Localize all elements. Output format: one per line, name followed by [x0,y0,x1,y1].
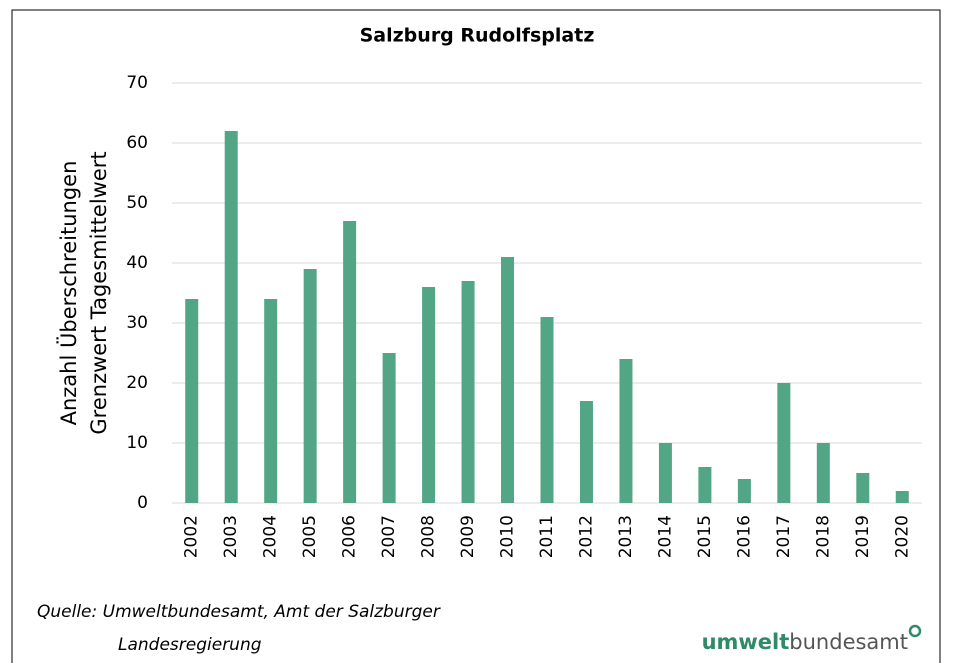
y-tick-label: 40 [126,253,148,273]
chart-border [11,9,941,663]
x-tick-label: 2005 [300,515,320,558]
x-tick-label: 2020 [892,515,912,558]
bar [303,269,317,503]
x-tick-label: 2010 [498,515,518,558]
bar [461,281,475,503]
x-tick-label: 2018 [813,515,833,558]
x-tick-label: 2019 [853,515,873,558]
bar [698,467,712,503]
y-axis-label: Anzahl Überschreitungen [56,161,81,426]
bar [382,353,396,503]
y-axis-label: Grenzwert Tagesmittelwert [87,151,111,434]
x-tick-label: 2002 [182,515,202,558]
y-tick-label: 20 [126,373,148,393]
x-tick-label: 2007 [379,515,399,558]
y-tick-label: 60 [126,133,148,153]
bar [895,491,909,503]
bar [185,299,199,503]
x-tick-label: 2011 [537,515,557,558]
x-tick-label: 2012 [576,515,596,558]
x-tick-label: 2013 [616,515,636,558]
logo-bold: umwelt [702,630,790,654]
bar [501,257,515,503]
x-tick-label: 2006 [340,515,360,558]
x-tick-label: 2009 [458,515,478,558]
bar [540,317,554,503]
x-tick-label: 2008 [419,515,439,558]
x-tick-label: 2014 [655,515,675,558]
bar [224,131,238,503]
y-tick-label: 0 [137,493,148,513]
bar [579,401,593,503]
chart-title: Salzburg Rudolfsplatz [360,25,595,47]
bar [777,383,791,503]
bar [264,299,278,503]
x-tick-label: 2016 [734,515,754,558]
bar [737,479,751,503]
x-tick-label: 2015 [695,515,715,558]
x-tick-label: 2004 [261,515,281,558]
y-tick-label: 50 [126,193,148,213]
logo-icon [908,624,922,638]
y-tick-label: 70 [126,73,148,93]
bar [816,443,830,503]
logo: umweltbundesamt [702,630,908,654]
logo-regular: bundesamt [789,630,908,654]
y-tick-label: 30 [126,313,148,333]
bar [658,443,672,503]
x-tick-label: 2003 [221,515,241,558]
y-tick-label: 10 [126,433,148,453]
x-tick-label: 2017 [774,515,794,558]
bar [343,221,357,503]
bar [619,359,633,503]
bar [422,287,436,503]
source: Quelle: Umweltbundesamt, Amt der Salzbur… [37,602,441,622]
source: Landesregierung [118,635,262,655]
bar [856,473,870,503]
